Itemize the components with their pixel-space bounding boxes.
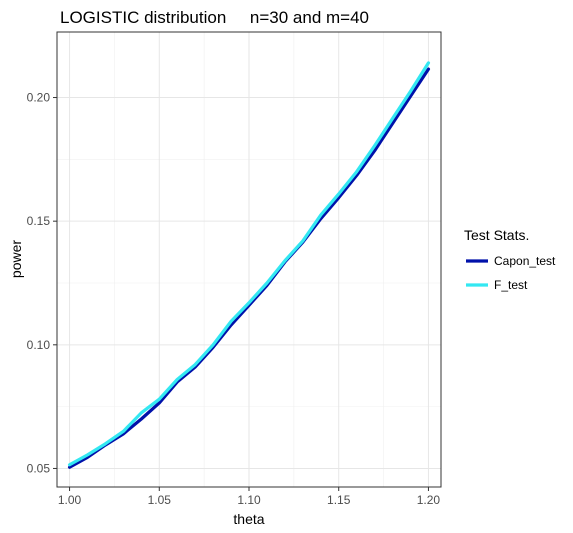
- legend-label-F_test: F_test: [494, 278, 528, 292]
- x-tick-label: 1.00: [58, 493, 82, 507]
- y-tick-label: 0.20: [27, 91, 51, 105]
- y-tick-label: 0.15: [27, 214, 51, 228]
- x-axis: 1.00 1.05 1.10 1.15 1.20: [58, 487, 441, 507]
- y-tick-label: 0.05: [27, 461, 51, 475]
- legend-label-Capon_test: Capon_test: [494, 254, 556, 268]
- x-tick-label: 1.10: [237, 493, 261, 507]
- x-tick-label: 1.15: [327, 493, 351, 507]
- x-tick-label: 1.20: [417, 493, 441, 507]
- y-tick-label: 0.10: [27, 338, 51, 352]
- y-axis: 0.05 0.10 0.15 0.20: [27, 91, 57, 475]
- x-tick-label: 1.05: [148, 493, 172, 507]
- series-lines: [67, 61, 431, 469]
- legend-title: Test Stats.: [464, 227, 529, 243]
- x-axis-title: theta: [233, 511, 264, 527]
- chart-title: LOGISTIC distribution n=30 and m=40: [60, 8, 369, 27]
- legend-items: Capon_test F_test: [466, 254, 556, 292]
- y-axis-title: power: [8, 240, 24, 278]
- grid-lines: [57, 32, 441, 487]
- series-line-F_test: [67, 61, 431, 467]
- series-line-Capon_test: [67, 67, 431, 469]
- legend: Test Stats. Capon_test F_test: [464, 227, 556, 292]
